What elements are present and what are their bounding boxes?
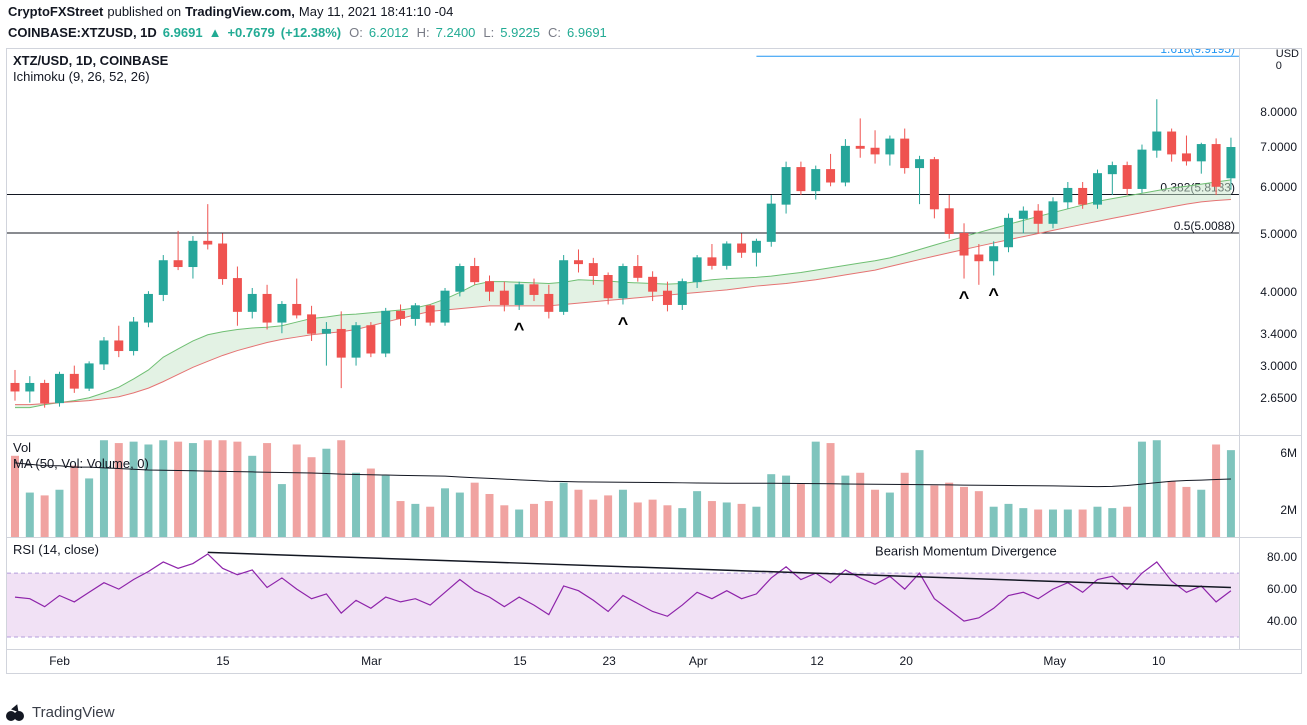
l-value: 5.9225 (500, 25, 540, 40)
publish-verb: published on (107, 4, 181, 19)
time-tick: 12 (810, 654, 823, 668)
svg-text:Bearish Momentum Divergence: Bearish Momentum Divergence (875, 544, 1057, 559)
time-tick: May (1043, 654, 1066, 668)
price-y-tick: 3.0000 (1260, 359, 1297, 373)
vol-label: Vol (13, 440, 31, 455)
ohlc-bar: COINBASE:XTZUSD, 1D 6.9691 ▲ +0.7679 (+1… (0, 22, 1307, 42)
c-label: C: (548, 25, 561, 40)
time-tick: 15 (216, 654, 229, 668)
svg-text:^: ^ (514, 319, 525, 339)
price-panel[interactable]: XTZ/USD, 1D, COINBASE Ichimoku (9, 26, 5… (7, 49, 1301, 435)
time-tick: Feb (49, 654, 70, 668)
time-tick: 15 (513, 654, 526, 668)
vol-ma-label: MA (50, Vol: Volume, 0) (13, 456, 149, 471)
time-tick: Apr (689, 654, 708, 668)
h-label: H: (417, 25, 430, 40)
price-y-tick: 5.0000 (1260, 227, 1297, 241)
rsi-y-tick: 80.00 (1267, 550, 1297, 564)
rsi-label: RSI (14, close) (13, 542, 99, 557)
svg-text:^: ^ (618, 313, 629, 333)
time-tick: 20 (900, 654, 913, 668)
change-pct: (+12.38%) (281, 25, 341, 40)
vol-y-axis: 6M 2M (1239, 436, 1301, 537)
publish-header: CryptoFXStreet published on TradingView.… (0, 0, 1307, 22)
price-y-tick: 7.0000 (1260, 140, 1297, 154)
price-y-tick: 2.6500 (1260, 391, 1297, 405)
svg-text:0.5(5.0088): 0.5(5.0088) (1174, 219, 1235, 233)
chart-frame: XTZ/USD, 1D, COINBASE Ichimoku (9, 26, 5… (6, 48, 1302, 674)
o-label: O: (349, 25, 363, 40)
c-value: 6.9691 (567, 25, 607, 40)
footer-brand: TradingView (32, 704, 115, 721)
h-value: 7.2400 (436, 25, 476, 40)
o-value: 6.2012 (369, 25, 409, 40)
svg-text:^: ^ (959, 288, 970, 308)
rsi-y-tick: 40.00 (1267, 614, 1297, 628)
price-title-2: Ichimoku (9, 26, 52, 26) (13, 69, 150, 84)
rsi-panel[interactable]: RSI (14, close) Bearish Momentum Diverge… (7, 537, 1301, 649)
price-y-tick: 3.4000 (1260, 327, 1297, 341)
time-tick: 23 (602, 654, 615, 668)
price-title-1: XTZ/USD, 1D, COINBASE (13, 53, 168, 68)
tradingview-icon (6, 706, 26, 720)
up-arrow-icon: ▲ (209, 25, 222, 40)
publisher-name: CryptoFXStreet (8, 4, 103, 19)
vol-y-tick: 2M (1280, 503, 1297, 517)
rsi-y-axis: 80.00 60.00 40.00 (1239, 538, 1301, 649)
publish-platform: TradingView.com, (185, 4, 295, 19)
rsi-y-tick: 60.00 (1267, 582, 1297, 596)
publish-timestamp: May 11, 2021 18:41:10 -04 (299, 4, 453, 19)
tradingview-logo[interactable]: TradingView (6, 704, 115, 721)
time-axis: Feb 15 Mar 15 23 Apr 12 20 May 10 (7, 649, 1301, 675)
symbol-exchange: COINBASE:XTZUSD, 1D (8, 25, 157, 40)
last-price: 6.9691 (163, 25, 203, 40)
vol-y-tick: 6M (1280, 446, 1297, 460)
svg-text:^: ^ (988, 284, 999, 304)
axis-unit: USD0 (1276, 48, 1299, 72)
price-y-tick: 8.0000 (1260, 105, 1297, 119)
time-tick: 10 (1152, 654, 1165, 668)
change-abs: +0.7679 (227, 25, 274, 40)
volume-panel[interactable]: Vol MA (50, Vol: Volume, 0) 6M 2M (7, 435, 1301, 537)
l-label: L: (483, 25, 494, 40)
time-tick: Mar (361, 654, 382, 668)
svg-text:1.618(9.9195): 1.618(9.9195) (1160, 49, 1235, 56)
price-y-axis: USD0 8.0000 7.0000 6.0000 5.0000 4.0000 3.400… (1239, 49, 1301, 435)
price-y-tick: 6.0000 (1260, 180, 1297, 194)
price-y-tick: 4.0000 (1260, 285, 1297, 299)
